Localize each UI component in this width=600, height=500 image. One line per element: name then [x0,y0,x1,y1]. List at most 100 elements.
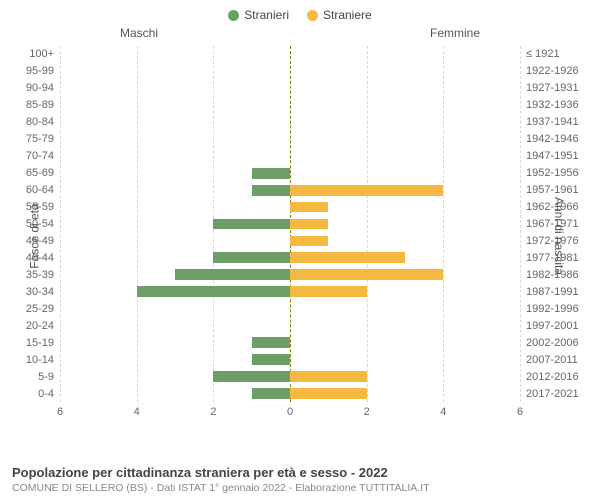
age-label: 55-59 [26,201,60,213]
birth-label: 1932-1936 [520,99,579,111]
age-label: 40-44 [26,252,60,264]
birth-label: 1992-1996 [520,303,579,315]
age-row: 90-941927-1931 [60,80,520,97]
age-label: 75-79 [26,133,60,145]
age-row: 35-391982-1986 [60,266,520,283]
birth-label: 2007-2011 [520,354,578,366]
bar-female [290,286,367,297]
bar-female [290,219,328,230]
age-label: 10-14 [26,354,60,366]
female-swatch [307,10,318,21]
birth-label: 1972-1976 [520,235,579,247]
bar-male [213,252,290,263]
male-swatch [228,10,239,21]
birth-label: 1922-1926 [520,65,579,77]
birth-label: 1952-1956 [520,167,579,179]
birth-label: 1977-1981 [520,252,579,264]
age-row: 10-142007-2011 [60,351,520,368]
age-label: 5-9 [38,371,60,383]
bar-female [290,236,328,247]
age-row: 100+≤ 1921 [60,46,520,63]
age-label: 50-54 [26,218,60,230]
bar-female [290,252,405,263]
bar-male [252,354,290,365]
age-label: 65-69 [26,167,60,179]
x-tick: 4 [134,406,140,418]
chart-title: Popolazione per cittadinanza straniera p… [12,465,588,480]
age-label: 35-39 [26,269,60,281]
bar-female [290,185,443,196]
age-label: 70-74 [26,150,60,162]
age-label: 30-34 [26,286,60,298]
bar-female [290,371,367,382]
age-row: 25-291992-1996 [60,300,520,317]
chart: Fasce di età Anni di nascita 100+≤ 19219… [0,40,600,432]
birth-label: 2017-2021 [520,388,579,400]
age-row: 75-791942-1946 [60,131,520,148]
age-row: 30-341987-1991 [60,283,520,300]
age-row: 65-691952-1956 [60,165,520,182]
bar-male [252,337,290,348]
age-row: 45-491972-1976 [60,232,520,249]
birth-label: 1927-1931 [520,82,579,94]
subtitle-male: Maschi [120,26,158,40]
bar-male [252,185,290,196]
age-label: 95-99 [26,65,60,77]
birth-label: 2002-2006 [520,337,579,349]
age-label: 90-94 [26,82,60,94]
bar-male [213,219,290,230]
age-label: 0-4 [38,388,60,400]
gender-subtitles: Maschi Femmine [0,22,600,40]
age-row: 50-541967-1971 [60,216,520,233]
birth-label: 1957-1961 [520,184,579,196]
age-row: 95-991922-1926 [60,63,520,80]
bar-male [252,388,290,399]
birth-label: 1987-1991 [520,286,579,298]
birth-label: 1962-1966 [520,201,579,213]
birth-label: 2012-2016 [520,371,579,383]
birth-label: 1942-1946 [520,133,579,145]
age-label: 85-89 [26,99,60,111]
age-row: 60-641957-1961 [60,182,520,199]
bar-male [252,168,290,179]
age-row: 40-441977-1981 [60,249,520,266]
x-tick: 0 [287,406,293,418]
age-row: 0-42017-2021 [60,385,520,402]
birth-label: 1947-1951 [520,150,579,162]
age-label: 80-84 [26,116,60,128]
x-tick: 2 [210,406,216,418]
x-tick: 6 [57,406,63,418]
rows-container: 100+≤ 192195-991922-192690-941927-193185… [60,46,520,402]
legend: Stranieri Straniere [0,0,600,22]
birth-label: 1982-1986 [520,269,579,281]
age-label: 20-24 [26,320,60,332]
legend-label-female: Straniere [323,8,372,22]
x-tick: 6 [517,406,523,418]
age-row: 15-192002-2006 [60,334,520,351]
x-ticks: 6420246 [60,406,520,422]
age-row: 55-591962-1966 [60,199,520,216]
bar-male [175,269,290,280]
plot-area: 100+≤ 192195-991922-192690-941927-193185… [60,46,520,402]
age-row: 20-241997-2001 [60,317,520,334]
bar-male [137,286,290,297]
birth-label: 1967-1971 [520,218,579,230]
bar-male [213,371,290,382]
subtitle-female: Femmine [430,26,480,40]
footer: Popolazione per cittadinanza straniera p… [12,465,588,494]
bar-female [290,202,328,213]
legend-label-male: Stranieri [244,8,289,22]
age-row: 85-891932-1936 [60,97,520,114]
bar-female [290,269,443,280]
birth-label: 1937-1941 [520,116,579,128]
x-tick: 2 [364,406,370,418]
bar-female [290,388,367,399]
age-row: 5-92012-2016 [60,368,520,385]
chart-subtitle: COMUNE DI SELLERO (BS) - Dati ISTAT 1° g… [12,482,588,494]
birth-label: 1997-2001 [520,320,579,332]
age-label: 60-64 [26,184,60,196]
age-label: 100+ [29,48,60,60]
legend-item-female: Straniere [307,8,372,22]
birth-label: ≤ 1921 [520,48,560,60]
age-row: 80-841937-1941 [60,114,520,131]
